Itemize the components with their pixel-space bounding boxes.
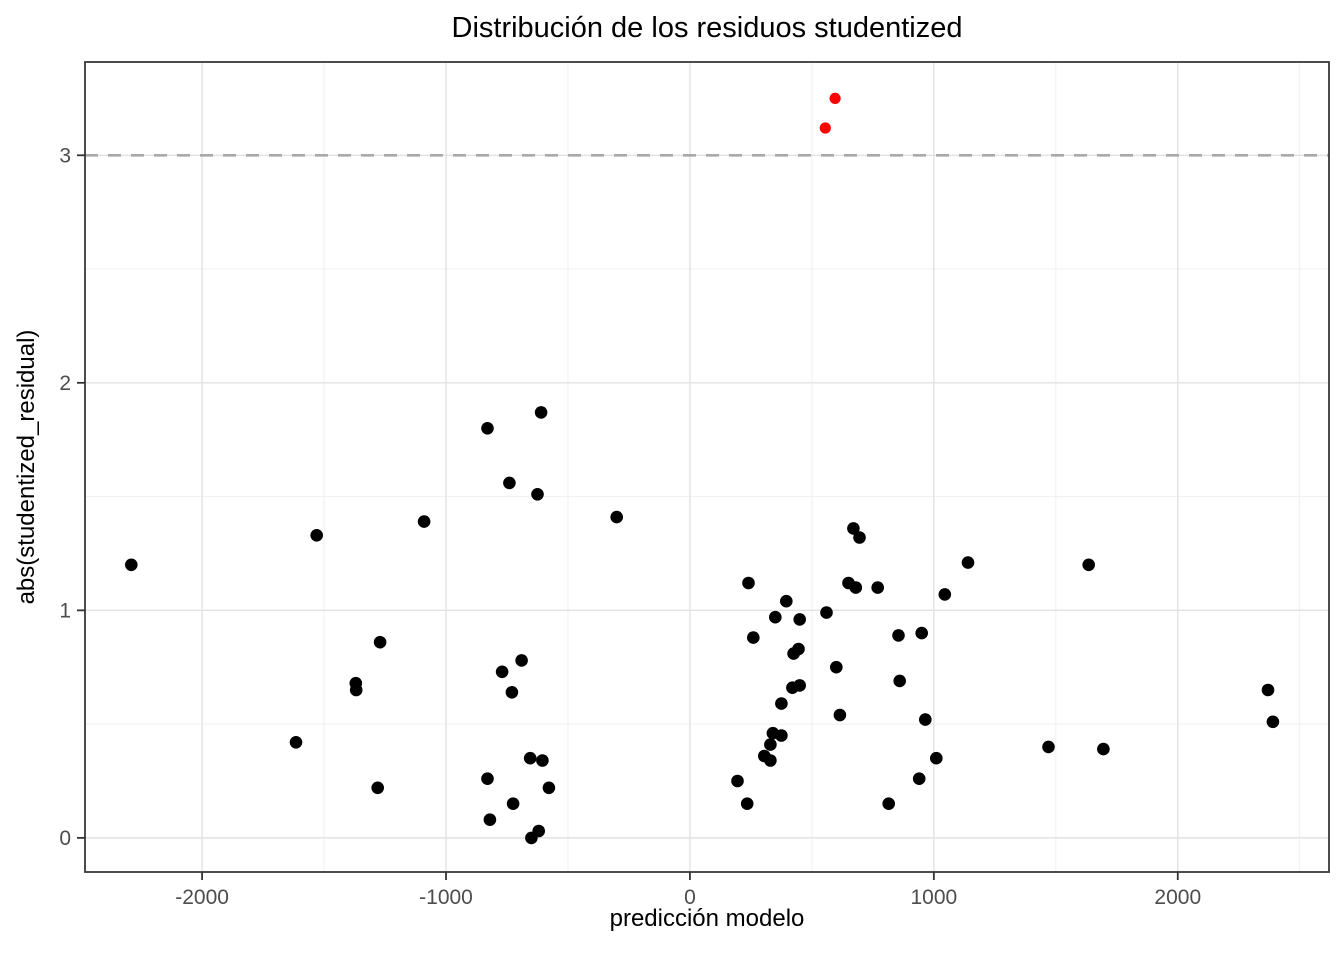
data-point: [1261, 683, 1275, 697]
data-point: [793, 613, 806, 626]
y-tick-label: 3: [59, 144, 71, 167]
data-point: [961, 556, 975, 569]
data-point: [775, 697, 788, 710]
data-point: [919, 713, 932, 726]
data-point: [731, 774, 744, 788]
data-point: [610, 510, 623, 524]
data-point: [830, 660, 843, 674]
chart-title: Distribución de los residuos studentized: [451, 12, 963, 44]
y-tick-label: 2: [59, 372, 71, 395]
data-point: [531, 488, 544, 501]
outlier-point: [819, 122, 831, 134]
data-point: [775, 729, 788, 742]
data-point: [371, 781, 385, 795]
x-axis-title: predicción modelo: [609, 905, 805, 932]
x-tick-label: 1000: [910, 886, 957, 909]
data-point: [1082, 558, 1095, 572]
data-point: [764, 754, 777, 767]
data-point: [506, 797, 520, 810]
data-point: [849, 581, 863, 594]
data-point: [892, 629, 905, 642]
data-point: [536, 754, 549, 767]
data-point: [764, 738, 777, 751]
data-point: [847, 522, 860, 535]
data-point: [882, 797, 895, 810]
y-axis-title: abs(studentized_residual): [13, 329, 40, 605]
outlier-point: [829, 92, 841, 104]
data-point: [523, 751, 537, 765]
data-point: [515, 654, 528, 667]
panel-border: [84, 61, 1330, 873]
data-point: [853, 531, 866, 544]
data-point: [833, 708, 847, 722]
data-point: [417, 515, 431, 528]
x-tick-label: 2000: [1154, 886, 1201, 909]
data-point: [349, 683, 363, 697]
data-point: [481, 772, 494, 785]
data-point: [481, 422, 494, 435]
y-tick-label: 0: [59, 827, 71, 850]
y-tick-label: 1: [59, 599, 71, 622]
data-point: [915, 626, 928, 640]
data-point: [483, 813, 497, 826]
x-tick-label: -1000: [419, 886, 473, 909]
data-point: [769, 610, 782, 624]
data-point: [125, 558, 138, 572]
data-point: [503, 476, 516, 490]
x-tick-label: -2000: [175, 886, 229, 909]
data-point: [780, 594, 793, 608]
data-point: [938, 588, 952, 601]
data-point: [820, 606, 833, 619]
data-point: [1097, 742, 1110, 756]
data-point: [747, 631, 760, 644]
data-point: [742, 576, 755, 590]
data-point: [912, 772, 926, 785]
data-point: [871, 581, 884, 594]
data-point: [532, 824, 545, 838]
data-point: [930, 751, 943, 765]
data-point: [1266, 715, 1280, 729]
data-point: [1042, 740, 1055, 754]
data-point: [542, 781, 556, 795]
x-tick-label: 0: [684, 886, 696, 909]
data-point: [793, 679, 806, 692]
data-point: [792, 642, 805, 656]
data-point: [740, 797, 754, 810]
data-point: [893, 674, 906, 688]
data-point: [373, 635, 387, 649]
data-point: [289, 736, 303, 749]
data-point: [505, 686, 519, 699]
data-point: [310, 529, 324, 542]
data-point: [495, 665, 509, 679]
data-point: [534, 406, 548, 419]
